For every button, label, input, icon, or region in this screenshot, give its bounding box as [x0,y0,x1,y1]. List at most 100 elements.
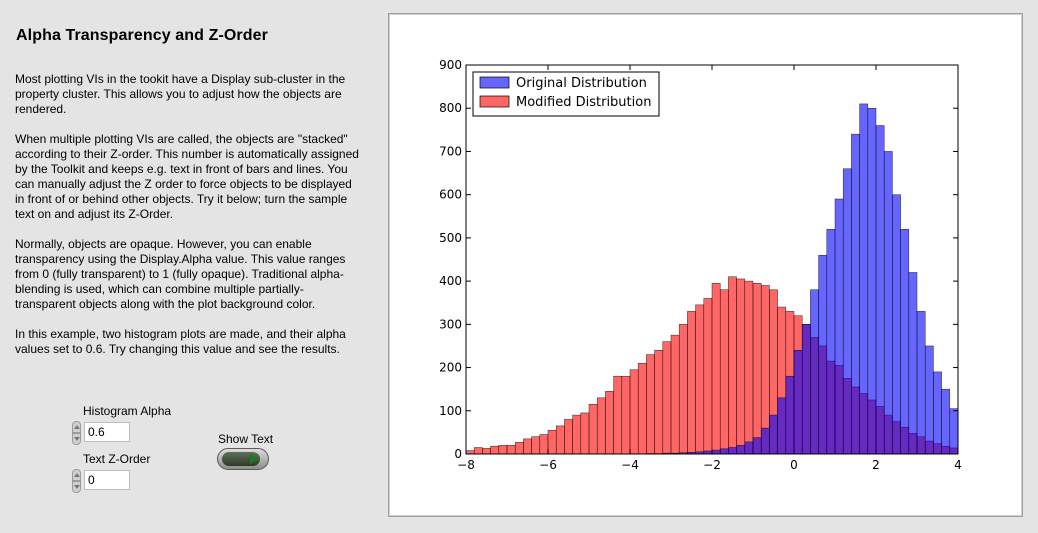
x-tick-label: −4 [621,458,639,472]
modified-distribution-bar [695,304,705,455]
y-tick-label: 0 [454,447,462,461]
description-paragraph-4: In this example, two histogram plots are… [15,327,346,356]
legend: Original Distribution Modified Distribut… [472,71,660,117]
y-tick-label: 900 [439,58,462,72]
original-distribution-bar [818,254,828,455]
original-distribution-bar [752,437,762,455]
original-distribution-bar [785,375,795,455]
increment-arrow-icon[interactable] [72,469,81,481]
modified-distribution-bar [531,436,541,455]
original-distribution-bar [859,103,869,455]
show-text-label: Show Text [218,432,274,446]
x-tick-label: 4 [954,458,962,472]
show-text-toggle[interactable] [217,448,269,470]
original-distribution-bar [793,350,803,455]
modified-distribution-bar [752,283,762,455]
modified-distribution-bar [711,283,721,455]
y-tick-label: 800 [439,101,462,115]
modified-distribution-bar [588,404,598,455]
modified-distribution-bar [728,276,737,455]
modified-distribution-bar [514,442,524,455]
original-distribution-bar [941,388,951,455]
modified-distribution-bar [646,354,655,455]
modified-distribution-bar [719,289,729,455]
original-distribution-bar [949,408,959,455]
modified-distribution-bar [654,350,664,455]
y-tick-label: 200 [439,361,462,375]
modified-distribution-bar [506,445,516,455]
original-distribution-bar [892,194,901,455]
legend-swatch-modified [479,95,510,108]
modified-distribution-bar [572,414,582,455]
y-tick-label: 400 [439,274,462,288]
description-paragraph-2: When multiple plotting VIs are called, t… [15,132,359,221]
x-tick-label: −6 [539,458,557,472]
text-z-order-input[interactable]: 0 [84,470,130,490]
original-distribution-bar [826,228,836,455]
y-tick-label: 600 [439,188,462,202]
y-tick-label: 300 [439,317,462,331]
x-tick-label: −2 [703,458,721,472]
modified-distribution-bar [596,397,606,455]
original-distribution-bar [851,133,860,455]
original-distribution-bar [867,107,877,455]
x-tick-label: 2 [872,458,880,472]
modified-distribution-bar [744,280,754,455]
description-paragraph-1: Most plotting VIs in the tookit have a D… [15,72,346,116]
modified-distribution-bar [564,419,573,455]
modified-distribution-bar [523,438,532,455]
play-arrow-icon [250,454,259,464]
modified-distribution-bar [490,445,500,455]
histogram-alpha-input[interactable]: 0.6 [84,422,130,442]
legend-label-original: Original Distribution [516,76,647,91]
original-distribution-bar [916,311,926,455]
modified-distribution-bar [662,341,672,455]
original-distribution-bar [711,449,721,455]
y-tick-label: 100 [439,404,462,418]
modified-distribution-bar [547,429,557,455]
description-text: Most plotting VIs in the tookit have a D… [15,72,360,372]
legend-label-modified: Modified Distribution [516,95,651,110]
decrement-arrow-icon[interactable] [72,433,81,445]
original-distribution-bar [769,414,778,455]
modified-distribution-bar [736,278,746,455]
increment-arrow-icon[interactable] [72,421,81,433]
original-distribution-bar [728,447,737,455]
original-distribution-bar [801,324,811,455]
text-z-order-spinner[interactable] [72,469,81,493]
modified-distribution-bar [580,412,590,455]
modified-distribution-bar [678,324,688,455]
histogram-chart: −8 −6 −4 −2 0 2 40100200300400500600700800900 … [439,58,962,472]
modified-distribution-bar [539,434,549,455]
original-distribution-bar [744,441,754,455]
original-distribution-bar [842,168,852,455]
original-distribution-bar [810,289,819,455]
axis-ticks: −8 −6 −4 −2 0 2 4 0 100 200 300 400 500 600 700 800 900 [439,58,962,472]
modified-distribution-bar [703,298,713,455]
y-tick-label: 700 [439,144,462,158]
original-distribution-bar [883,151,893,455]
original-distribution-bar [900,228,910,455]
page-title: Alpha Transparency and Z-Order [16,27,268,44]
text-z-order-label: Text Z-Order [83,452,151,466]
modified-distribution-bar [637,362,647,455]
modified-distribution-bar [629,369,639,455]
modified-distribution-bar [605,391,614,455]
modified-distribution-bar [498,445,508,455]
original-distribution-bar [834,198,844,455]
original-distribution-bar [875,125,885,455]
original-distribution-bar [760,427,770,455]
original-distribution-bar [908,272,918,455]
original-distribution-bar [933,371,942,455]
original-distribution-bar [736,445,746,455]
decrement-arrow-icon[interactable] [72,481,81,493]
modified-distribution-bar [621,375,631,455]
original-distribution-bar [719,448,729,455]
legend-swatch-original [479,76,510,89]
y-tick-label: 500 [439,231,462,245]
histogram-alpha-label: Histogram Alpha [83,404,172,418]
modified-distribution-bar [555,425,565,455]
histogram-alpha-spinner[interactable] [72,421,81,445]
modified-distribution-bar [473,447,483,455]
modified-distribution-bar [670,334,680,455]
